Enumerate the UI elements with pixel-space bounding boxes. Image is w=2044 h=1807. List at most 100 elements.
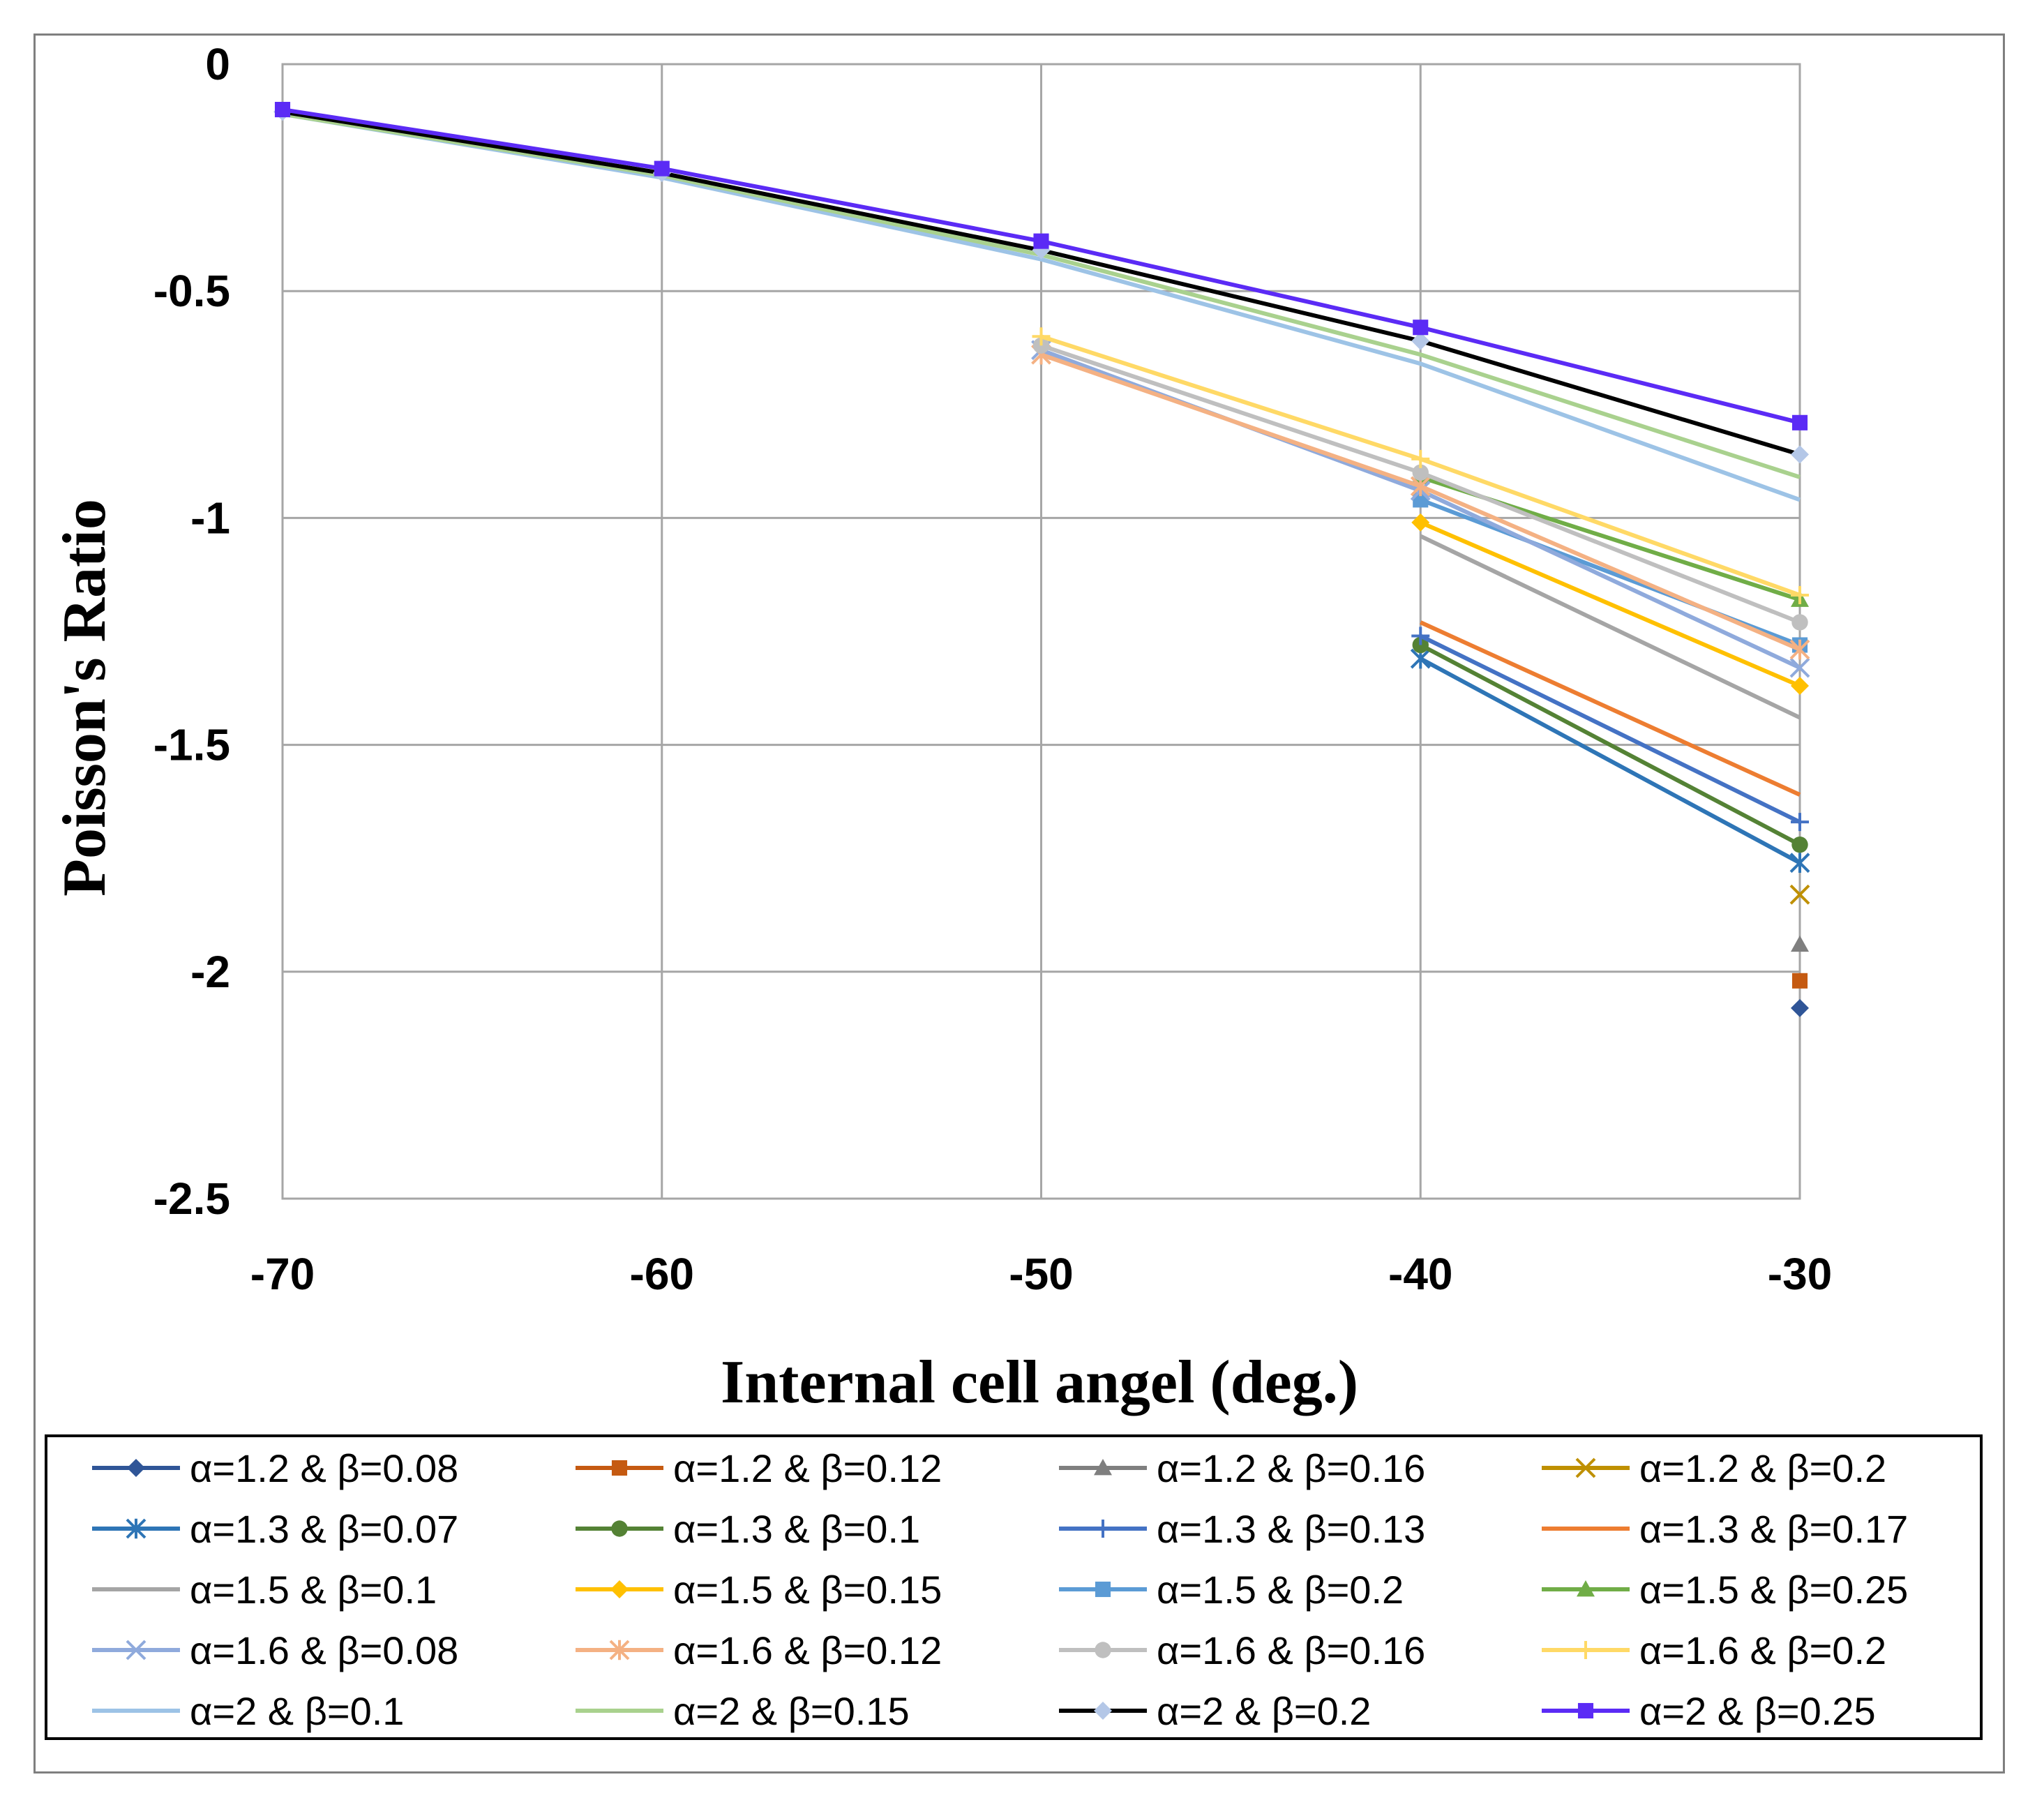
data-point: [1791, 973, 1808, 989]
legend-entry: α=1.3 & β=0.17: [1542, 1507, 1908, 1551]
x-tick-label: -70: [250, 1249, 315, 1299]
series: [1789, 884, 1810, 905]
legend-label: α=1.5 & β=0.2: [1157, 1568, 1404, 1612]
legend-label: α=2 & β=0.25: [1639, 1689, 1876, 1733]
data-point: [611, 1520, 628, 1537]
series-line: [1419, 657, 1801, 865]
legend-entry: α=1.5 & β=0.2: [1059, 1568, 1404, 1612]
series: [1420, 620, 1801, 797]
data-point: [1789, 639, 1810, 660]
legend-label: α=1.3 & β=0.07: [190, 1507, 458, 1551]
legend-entry: α=1.2 & β=0.2: [1542, 1446, 1886, 1490]
legend-label: α=1.2 & β=0.12: [673, 1446, 942, 1490]
legend-label: α=1.2 & β=0.08: [190, 1446, 458, 1490]
legend-label: α=2 & β=0.15: [673, 1689, 910, 1733]
series-line: [1419, 643, 1801, 847]
data-point: [1789, 884, 1810, 905]
series: [1791, 998, 1809, 1017]
data-point: [1789, 853, 1810, 873]
data-point: [1791, 614, 1808, 631]
data-point: [1412, 464, 1429, 481]
series: [1032, 327, 1809, 604]
series: [1411, 513, 1809, 696]
data-point: [1411, 627, 1430, 645]
legend-entry: α=2 & β=0.2: [1059, 1689, 1371, 1733]
data-point: [1577, 1580, 1595, 1597]
data-point: [1791, 585, 1809, 604]
y-tick-label: -2: [190, 947, 230, 997]
legend: α=1.2 & β=0.08 α=1.2 & β=0.12 α=1.2 & β=0.…: [45, 1434, 1983, 1740]
tick-labels: -70 -60 -50 -40 -30 0 -0.5 -1 -1.5 -2 -2.5: [153, 39, 1833, 1299]
legend-label: α=1.2 & β=0.16: [1157, 1446, 1425, 1490]
data-point: [1791, 998, 1809, 1017]
data-point: [1412, 636, 1429, 654]
y-tick-label: 0: [205, 39, 230, 89]
series: [1412, 636, 1808, 853]
legend-entry: α=2 & β=0.15: [576, 1689, 910, 1733]
series: [1410, 648, 1810, 873]
series: [1791, 973, 1808, 989]
series-layer: [273, 101, 1810, 1017]
data-point: [1791, 836, 1808, 853]
data-point: [1791, 935, 1809, 952]
data-point: [1411, 513, 1430, 532]
legend-entry: α=1.6 & β=0.12: [576, 1628, 942, 1672]
legend-entry: α=1.3 & β=0.13: [1059, 1507, 1425, 1551]
series-line: [1419, 633, 1801, 824]
x-tick-label: -50: [1009, 1249, 1074, 1299]
data-point: [1791, 414, 1808, 430]
data-point: [1789, 657, 1810, 678]
legend-label: α=1.5 & β=0.1: [190, 1568, 437, 1612]
legend-label: α=1.5 & β=0.15: [673, 1568, 942, 1612]
figure-frame: [33, 33, 2005, 1774]
legend-label: α=1.6 & β=0.08: [190, 1628, 458, 1672]
legend-label: α=1.6 & β=0.16: [1157, 1628, 1425, 1672]
data-point: [126, 1518, 146, 1539]
legend-label: α=1.2 & β=0.2: [1639, 1446, 1886, 1490]
data-point: [611, 1460, 628, 1476]
series-line: [1419, 534, 1801, 720]
legend-entry: α=1.6 & β=0.16: [1059, 1628, 1425, 1672]
series: [1411, 627, 1809, 832]
legend-entry: α=1.2 & β=0.16: [1059, 1446, 1425, 1490]
legend-label: α=1.6 & β=0.12: [673, 1628, 942, 1672]
data-point: [1791, 445, 1809, 464]
data-point: [1411, 331, 1430, 350]
x-tick-label: -30: [1768, 1249, 1833, 1299]
grid-lines: [281, 63, 1801, 1200]
data-point: [1095, 1581, 1111, 1598]
legend-box: [45, 1434, 1983, 1740]
series: [1791, 935, 1809, 952]
series: [274, 101, 1808, 430]
data-point: [1791, 677, 1809, 696]
data-point: [1032, 327, 1051, 346]
x-tick-label: -60: [630, 1249, 695, 1299]
legend-entry: α=2 & β=0.25: [1542, 1689, 1876, 1733]
legend-entry: α=1.5 & β=0.15: [576, 1568, 942, 1612]
data-point: [610, 1580, 629, 1598]
data-point: [1094, 1459, 1112, 1476]
series: [1419, 534, 1801, 720]
y-tick-label: -1: [190, 493, 230, 543]
series-line: [1420, 620, 1801, 797]
legend-label: α=2 & β=0.2: [1157, 1689, 1371, 1733]
data-point: [274, 101, 291, 118]
series: [1411, 467, 1809, 607]
data-point: [126, 1640, 146, 1660]
legend-entry: α=2 & β=0.1: [92, 1689, 404, 1733]
data-point: [127, 1459, 145, 1477]
data-point: [1032, 337, 1050, 354]
data-point: [1095, 1642, 1111, 1658]
y-tick-label: -0.5: [153, 266, 230, 316]
x-tick-label: -40: [1388, 1249, 1453, 1299]
legend-entry: α=1.3 & β=0.07: [92, 1507, 458, 1551]
legend-label: α=1.3 & β=0.13: [1157, 1507, 1425, 1551]
data-point: [1577, 1641, 1595, 1659]
series-line: [1420, 520, 1801, 688]
data-point: [1575, 1457, 1596, 1478]
y-tick-label: -1.5: [153, 720, 230, 770]
x-axis-title: Internal cell angel (deg.): [721, 1349, 1358, 1416]
y-axis-title: Poisson's Ratio: [51, 499, 119, 897]
data-point: [1413, 320, 1429, 336]
